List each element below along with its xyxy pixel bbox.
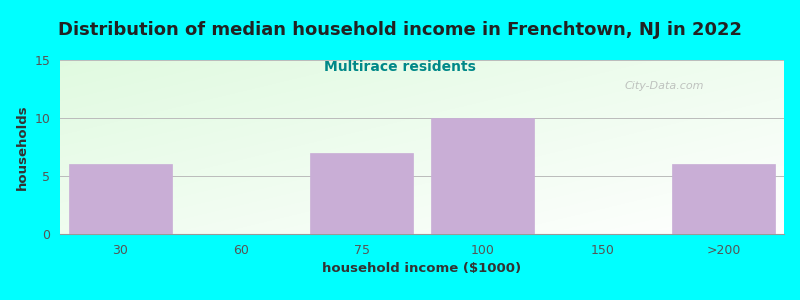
Y-axis label: households: households (16, 104, 29, 190)
Bar (69, 164, 172, 234)
X-axis label: household income ($1000): household income ($1000) (322, 262, 522, 275)
Bar (672, 164, 775, 234)
Text: Multirace residents: Multirace residents (324, 60, 476, 74)
Text: City-Data.com: City-Data.com (625, 81, 704, 91)
Text: Distribution of median household income in Frenchtown, NJ in 2022: Distribution of median household income … (58, 21, 742, 39)
Bar (310, 153, 413, 234)
Bar (431, 118, 534, 234)
